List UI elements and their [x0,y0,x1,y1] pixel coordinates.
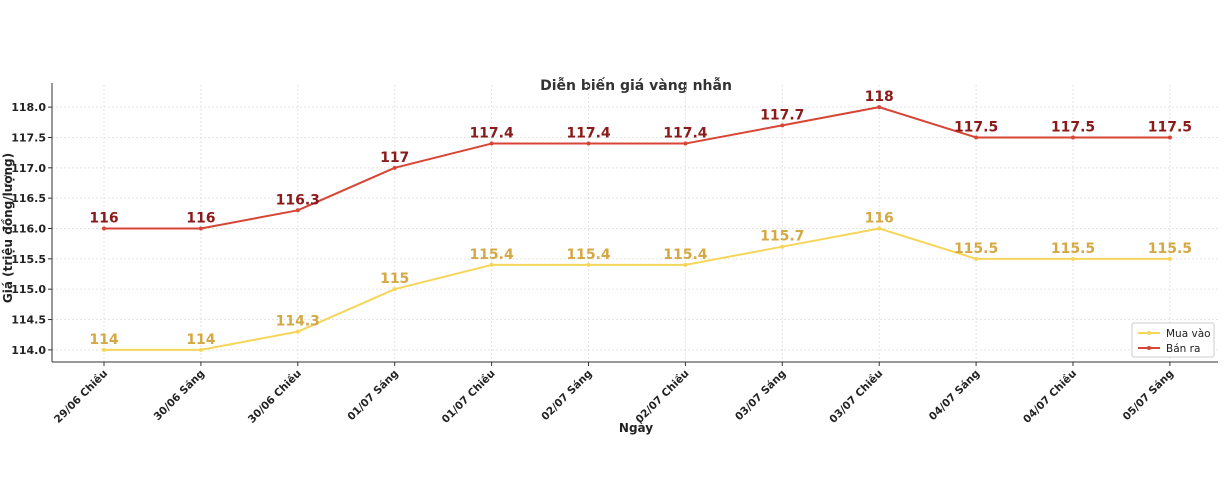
data-point-mua-vao [586,262,591,267]
data-point-mua-vao [1071,256,1075,261]
y-tick-label: 115.0 [11,283,46,296]
x-tick-label: 05/07 Sáng [1121,368,1176,423]
y-tick-label: 114.0 [11,344,46,357]
data-label-ban-ra: 117.4 [469,126,514,142]
data-point-mua-vao [295,329,300,334]
x-tick-label: 01/07 Sáng [345,368,400,423]
legend-marker [1147,331,1151,335]
data-label-mua-vao: 114 [186,332,215,348]
data-point-mua-vao [877,226,882,231]
data-label-ban-ra: 116 [89,211,118,227]
series-line-ban-ra [104,106,1170,230]
x-tick-label: 02/07 Sáng [539,368,594,423]
data-label-ban-ra: 117.4 [663,126,708,142]
x-tick-label: 29/06 Chiều [51,367,110,426]
data-point-ban-ra [295,208,300,213]
y-tick-label: 114.5 [11,314,46,327]
y-tick-label: 117.0 [11,162,46,175]
data-label-mua-vao: 115.5 [1051,241,1095,257]
data-point-ban-ra [489,141,494,146]
y-tick-label: 115.5 [11,253,46,266]
x-tick-label: 03/07 Sáng [733,368,788,423]
data-label-ban-ra: 117.5 [1051,119,1095,135]
x-tick-label: 01/07 Chiều [439,367,498,426]
data-label-mua-vao: 115.4 [663,247,708,263]
chart-title: Diễn biến giá vàng nhẫn [540,77,732,94]
data-point-mua-vao [102,347,106,352]
data-label-ban-ra: 116.3 [276,192,320,208]
data-point-ban-ra [102,226,106,231]
data-point-mua-vao [392,287,397,292]
y-tick-label: 116.0 [11,223,46,236]
data-point-ban-ra [586,141,591,146]
data-point-mua-vao [489,262,494,267]
legend-marker [1147,346,1151,350]
data-point-ban-ra [780,123,785,128]
data-label-ban-ra: 116 [186,211,215,227]
data-point-mua-vao [1167,256,1172,261]
axes [51,83,1218,363]
data-label-mua-vao: 115.4 [566,247,611,263]
y-axis-label: Giá (triệu đồng/lượng) [1,153,15,303]
legend-label: Mua vào [1166,328,1211,340]
x-tick-label: 04/07 Sáng [927,368,982,423]
data-label-ban-ra: 117.4 [566,126,611,142]
data-labels: 114 114 114.3 115 115.4 115.4 115.4 115.7 116 115… [89,89,1192,348]
data-label-mua-vao: 114.3 [276,314,320,330]
data-point-ban-ra [877,105,882,110]
data-point-mua-vao [198,347,203,352]
data-label-mua-vao: 115.7 [760,229,804,245]
data-label-ban-ra: 117 [380,150,409,166]
y-tick-label: 117.5 [11,131,46,144]
data-label-mua-vao: 115.5 [1148,241,1192,257]
x-tick-label: 02/07 Chiều [633,367,692,426]
x-tick-label: 30/06 Sáng [152,368,207,423]
series-line-mua-vao [104,227,1170,351]
data-label-ban-ra: 118 [865,89,894,105]
data-point-mua-vao [683,262,688,267]
y-tick-label: 118.0 [11,101,46,114]
x-tick-label: 30/06 Chiều [245,367,304,426]
series-group [102,105,1172,352]
data-point-ban-ra [1071,135,1075,140]
x-tick-label: 04/07 Chiều [1020,367,1079,426]
y-tick-label: 116.5 [11,192,46,205]
data-label-mua-vao: 115.5 [954,241,998,257]
y-ticks: 114.0 114.5 115.0 115.5 116.0 116.5 117.0 117.5… [11,101,52,357]
data-point-mua-vao [780,244,785,249]
data-label-mua-vao: 116 [865,211,894,227]
data-label-mua-vao: 115.4 [469,247,514,263]
data-point-ban-ra [683,141,688,146]
legend: Mua vào Bán ra [1131,322,1215,358]
data-point-mua-vao [974,256,979,261]
data-point-ban-ra [392,165,397,170]
data-label-mua-vao: 114 [89,332,118,348]
data-label-ban-ra: 117.5 [1148,119,1192,135]
data-label-mua-vao: 115 [380,271,409,287]
legend-label: Bán ra [1166,343,1200,355]
x-axis-label: Ngày [619,421,653,435]
x-ticks: 29/06 Chiều 30/06 Sáng 30/06 Chiều 01/07 Sá… [51,362,1176,426]
data-point-ban-ra [1167,135,1172,140]
x-tick-label: 03/07 Chiều [827,367,886,426]
data-label-ban-ra: 117.5 [954,119,998,135]
data-label-ban-ra: 117.7 [760,107,804,123]
data-point-ban-ra [198,226,203,231]
data-point-ban-ra [974,135,979,140]
